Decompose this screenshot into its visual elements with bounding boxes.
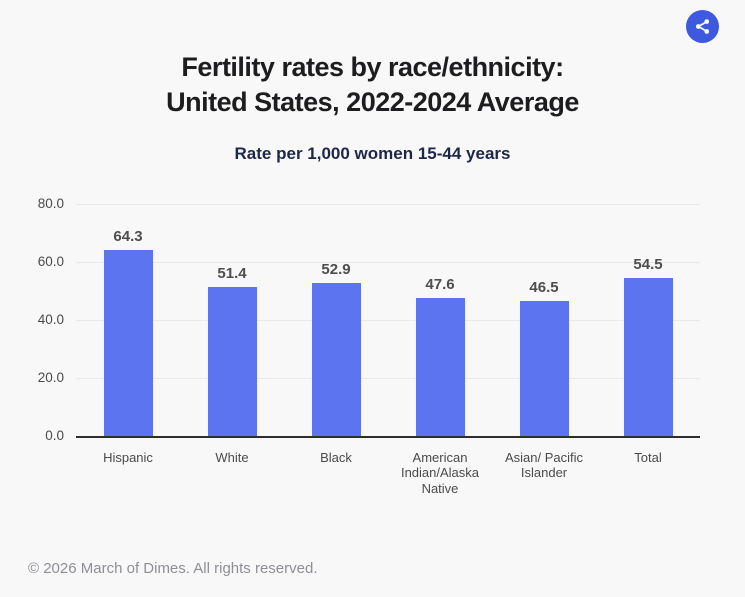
bar-group: 47.6 — [388, 276, 492, 436]
gridline — [76, 378, 700, 379]
bar-value-label: 54.5 — [633, 255, 663, 273]
y-axis-tick-label: 0.0 — [45, 428, 64, 443]
x-axis-category-label: White — [215, 450, 249, 465]
bar-group: 46.5 — [492, 279, 596, 436]
share-button[interactable] — [686, 10, 719, 43]
y-axis-tick-label: 20.0 — [37, 370, 64, 385]
x-axis-line — [76, 436, 700, 438]
bar — [519, 301, 569, 436]
bar — [311, 282, 361, 436]
y-axis-tick-label: 80.0 — [37, 196, 64, 211]
bar — [103, 249, 153, 436]
bar — [623, 277, 673, 436]
bar-value-label: 51.4 — [217, 264, 247, 282]
chart-title: Fertility rates by race/ethnicity: Unite… — [0, 50, 745, 120]
bar-group: 52.9 — [284, 261, 388, 436]
gridline — [76, 320, 700, 321]
bar-value-label: 46.5 — [529, 279, 559, 297]
copyright-text: © 2026 March of Dimes. All rights reserv… — [28, 560, 318, 577]
x-axis-category-label: Hispanic — [103, 450, 153, 465]
bar-chart: 64.3 51.4 52.9 47.6 46.5 54.5 0.0 20.0 40.0 60.0… — [0, 195, 745, 515]
chart-title-line-1: Fertility rates by race/ethnicity: — [181, 52, 564, 82]
y-axis-tick-label: 40.0 — [37, 312, 64, 327]
bar-value-label: 52.9 — [321, 260, 351, 278]
gridline — [76, 204, 700, 205]
x-axis-category-label: Black — [320, 450, 352, 465]
y-axis-tick-label: 60.0 — [37, 254, 64, 269]
bar — [415, 297, 465, 436]
x-axis-category-label: Total — [634, 450, 662, 465]
bar-value-label: 47.6 — [425, 275, 455, 293]
chart-subtitle: Rate per 1,000 women 15-44 years — [234, 144, 511, 163]
bar-group: 54.5 — [596, 256, 700, 436]
bar-group: 64.3 — [76, 228, 180, 436]
plot-area: 64.3 51.4 52.9 47.6 46.5 54.5 — [76, 204, 700, 438]
x-axis-category-label: American Indian/Alaska Native — [400, 450, 480, 496]
bar-value-label: 64.3 — [113, 227, 143, 245]
gridline — [76, 262, 700, 263]
chart-title-line-2: United States, 2022-2024 Average — [166, 87, 579, 118]
bar — [207, 286, 257, 436]
bar-group: 51.4 — [180, 265, 284, 436]
share-icon — [695, 19, 710, 34]
x-axis-category-label: Asian/ Pacific Islander — [504, 450, 584, 481]
